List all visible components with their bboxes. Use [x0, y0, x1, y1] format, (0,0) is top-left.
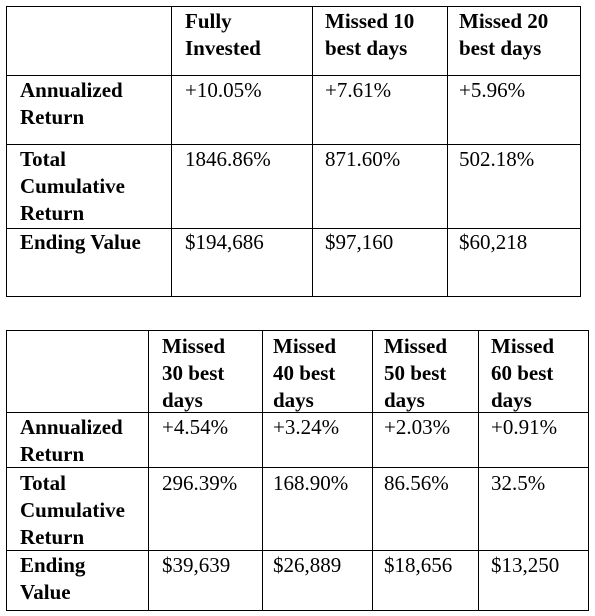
table2-rule: [6, 412, 589, 413]
table1-rule: [6, 144, 581, 145]
table1-cell: $60,218: [459, 230, 528, 254]
table1-border-top: [6, 6, 581, 7]
table1-row-label-ending-value: Ending Value: [20, 230, 141, 254]
table1-cell: $97,160: [325, 230, 394, 254]
table2-header-missed-30: Missed 30 best days: [162, 334, 225, 412]
table2-cell: $26,889: [273, 553, 342, 577]
table1-cell: 1846.86%: [185, 147, 271, 171]
table1-cell: +10.05%: [185, 78, 262, 102]
table2-col-rule: [372, 330, 373, 611]
table2-cell: $13,250: [491, 553, 560, 577]
table2-col-rule: [262, 330, 263, 611]
table1-rule: [6, 228, 581, 229]
table1-cell: 502.18%: [459, 147, 535, 171]
table2-row-label-annualized-return: Annualized Return: [20, 415, 123, 466]
table2-cell: 168.90%: [273, 471, 349, 495]
table1-header-missed-20: Missed 20 best days: [459, 9, 549, 60]
table2-col-rule: [478, 330, 479, 611]
table2-border-top: [6, 330, 589, 331]
table2-header-missed-40: Missed 40 best days: [273, 334, 336, 412]
table2-border-left: [6, 330, 7, 611]
table1-header-fully-invested: Fully Invested: [185, 9, 261, 60]
table2-border-right: [588, 330, 589, 611]
table1-col-rule: [312, 6, 313, 297]
table2-cell: $39,639: [162, 553, 231, 577]
table2-cell: +3.24%: [273, 415, 340, 439]
table2-header-missed-60: Missed 60 best days: [491, 334, 554, 412]
table1-border-bottom: [6, 296, 581, 297]
table2-col-rule: [148, 330, 149, 611]
table1-cell: 871.60%: [325, 147, 401, 171]
table1-border-right: [580, 6, 581, 297]
table2-cell: +0.91%: [491, 415, 558, 439]
table2-cell: +2.03%: [384, 415, 451, 439]
table2-cell: 32.5%: [491, 471, 546, 495]
table1-row-label-total-cumulative-return: Total Cumulative Return: [20, 147, 125, 225]
table2-cell: 296.39%: [162, 471, 238, 495]
table1-row-label-annualized-return: Annualized Return: [20, 78, 123, 129]
table1-header-missed-10: Missed 10 best days: [325, 9, 415, 60]
table2-border-bottom: [6, 610, 589, 611]
table2-cell: +4.54%: [162, 415, 229, 439]
table2-row-label-ending-value: Ending Value: [20, 553, 86, 604]
table2-cell: 86.56%: [384, 471, 449, 495]
table1-cell: +5.96%: [459, 78, 526, 102]
table2-rule: [6, 550, 589, 551]
table1-cell: $194,686: [185, 230, 264, 254]
table2-cell: $18,656: [384, 553, 453, 577]
table2-header-missed-50: Missed 50 best days: [384, 334, 447, 412]
table1-col-rule: [171, 6, 172, 297]
table2-row-label-total-cumulative-return: Total Cumulative Return: [20, 471, 125, 549]
table1-cell: +7.61%: [325, 78, 392, 102]
table1-border-left: [6, 6, 7, 297]
table1-rule: [6, 75, 581, 76]
table2-rule: [6, 467, 589, 468]
table1-col-rule: [447, 6, 448, 297]
